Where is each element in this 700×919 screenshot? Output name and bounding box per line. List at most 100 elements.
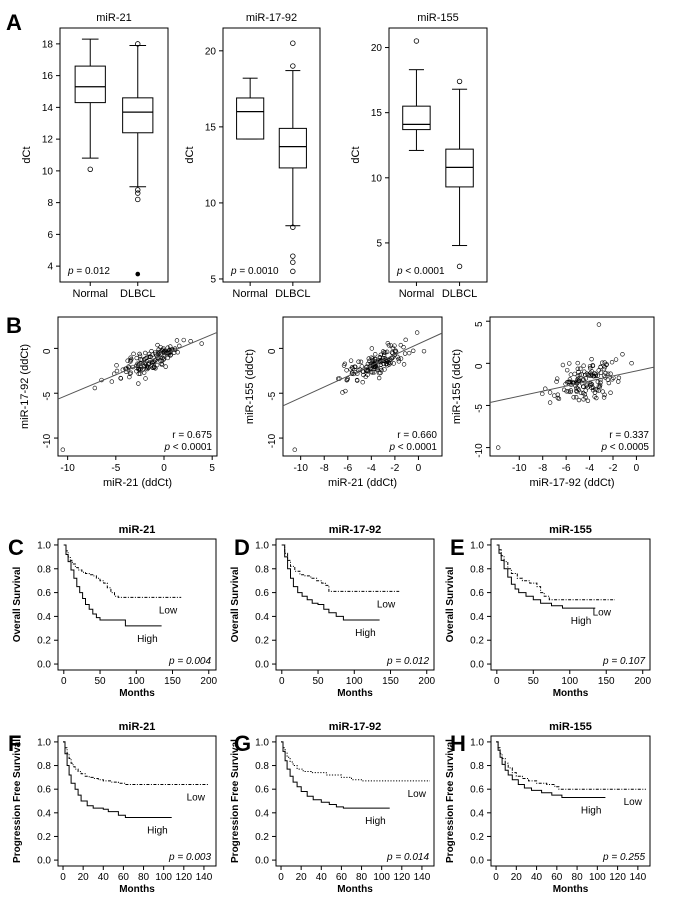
km-curve-low bbox=[496, 741, 646, 790]
data-point bbox=[343, 388, 348, 394]
data-point bbox=[369, 357, 375, 363]
data-point bbox=[402, 351, 408, 356]
y-tick-label: 0.6 bbox=[470, 588, 484, 599]
data-point bbox=[155, 342, 160, 348]
y-tick-label: 0.2 bbox=[37, 636, 51, 647]
chart-title: miR-17-92 bbox=[246, 12, 297, 24]
p-value: p = 0.003 bbox=[168, 852, 211, 863]
panel-label-C: C bbox=[8, 535, 24, 560]
p-value: p < 0.0005 bbox=[600, 442, 649, 453]
y-tick-label: 0.6 bbox=[37, 588, 51, 599]
plot-frame bbox=[275, 735, 435, 867]
chart-C: miR-21 Months Overall Survival 0 50 100 150 200… bbox=[12, 524, 218, 699]
panel-label-F: F bbox=[8, 731, 21, 756]
data-point bbox=[616, 379, 621, 384]
x-tick-label: 150 bbox=[598, 676, 615, 687]
series-label-low: Low bbox=[377, 599, 396, 610]
chart-D: miR-17-92 Months Overall Survival 0 50 100 150… bbox=[230, 524, 436, 699]
y-tick-label: 4 bbox=[47, 262, 53, 273]
x-tick-label: 100 bbox=[589, 872, 606, 883]
y-tick-label: -5 bbox=[267, 391, 278, 400]
x-tick-label: 120 bbox=[393, 872, 410, 883]
p-value: p < 0.0001 bbox=[396, 266, 445, 277]
data-point bbox=[389, 350, 395, 355]
y-tick-label: 0.8 bbox=[255, 761, 269, 772]
y-tick-label: 0.4 bbox=[470, 808, 484, 819]
data-point bbox=[496, 445, 501, 450]
data-point bbox=[573, 380, 579, 385]
y-tick-label: 5 bbox=[376, 238, 382, 249]
data-point bbox=[576, 397, 582, 403]
data-point bbox=[348, 367, 353, 372]
p-value: p = 0.255 bbox=[602, 852, 645, 863]
y-tick-label: 0.4 bbox=[470, 612, 484, 623]
y-tick-label: 1.0 bbox=[37, 540, 51, 551]
y-tick-label: 6 bbox=[47, 230, 53, 241]
data-point bbox=[172, 347, 178, 353]
plot-frame bbox=[275, 538, 435, 671]
chart-E: miR-155 Months Overall Survival 0 50 100 150 20… bbox=[445, 524, 651, 699]
data-point bbox=[587, 363, 593, 369]
chart-A2: miR-17-92 dCt 5 10 15 20 Normal DLBCL p = 0.0010 bbox=[184, 12, 321, 300]
y-tick-label: 0.4 bbox=[37, 612, 51, 623]
data-point bbox=[580, 384, 586, 389]
data-point bbox=[165, 345, 170, 350]
data-point bbox=[566, 389, 571, 394]
data-point bbox=[555, 395, 561, 401]
data-point bbox=[146, 351, 152, 357]
data-point bbox=[109, 379, 115, 384]
data-point bbox=[369, 346, 375, 351]
panel-label-D: D bbox=[234, 535, 250, 560]
data-point bbox=[360, 380, 365, 385]
data-point bbox=[414, 330, 420, 335]
x-tick-label: -4 bbox=[585, 463, 594, 474]
y-tick-label: 0.8 bbox=[255, 564, 269, 575]
x-tick-label: 100 bbox=[561, 676, 578, 687]
correlation-r: r = 0.675 bbox=[172, 430, 212, 441]
data-point bbox=[421, 348, 427, 354]
y-axis-label: miR-155 (ddCt) bbox=[451, 349, 463, 424]
chart-title: miR-155 bbox=[549, 524, 592, 536]
x-tick-label: DLBCL bbox=[120, 288, 155, 300]
plot-frame bbox=[282, 316, 443, 457]
data-point bbox=[158, 344, 163, 350]
y-tick-label: 0.6 bbox=[470, 785, 484, 796]
y-tick-label: 5 bbox=[210, 274, 216, 285]
x-tick-label: -10 bbox=[60, 463, 75, 474]
data-point bbox=[616, 375, 622, 380]
y-tick-label: 0.4 bbox=[255, 808, 269, 819]
data-point bbox=[406, 350, 412, 356]
data-point bbox=[608, 390, 613, 395]
x-axis-label: miR-21 (ddCt) bbox=[328, 477, 397, 489]
km-curve-high bbox=[281, 741, 390, 809]
x-axis-label: Months bbox=[119, 884, 155, 895]
data-point bbox=[359, 364, 365, 369]
data-point bbox=[574, 389, 580, 395]
y-tick-label: 0.8 bbox=[470, 564, 484, 575]
chart-title: miR-21 bbox=[119, 721, 156, 733]
data-point bbox=[568, 372, 574, 377]
y-tick-label: 20 bbox=[371, 43, 383, 54]
box-DLBCL bbox=[445, 148, 474, 188]
x-tick-label: 140 bbox=[196, 872, 213, 883]
data-point bbox=[547, 390, 553, 395]
data-point bbox=[567, 379, 572, 384]
data-point bbox=[361, 369, 366, 374]
data-point bbox=[586, 372, 591, 377]
y-axis-label: miR-155 (ddCt) bbox=[244, 349, 256, 424]
data-point bbox=[396, 359, 402, 364]
x-tick-label: 20 bbox=[296, 872, 308, 883]
data-point bbox=[128, 358, 133, 363]
p-value: p = 0.012 bbox=[67, 266, 110, 277]
chart-title: miR-155 bbox=[549, 721, 592, 733]
data-point bbox=[137, 371, 143, 377]
chart-G: miR-17-92 Months Progression Free Survival… bbox=[230, 721, 435, 895]
data-point bbox=[126, 364, 131, 369]
data-point bbox=[181, 337, 186, 343]
data-point bbox=[564, 389, 569, 394]
x-tick-label: -10 bbox=[512, 463, 527, 474]
data-point bbox=[348, 358, 354, 363]
box-Normal bbox=[402, 105, 431, 131]
y-tick-label: 0.4 bbox=[255, 612, 269, 623]
data-point bbox=[567, 361, 572, 366]
